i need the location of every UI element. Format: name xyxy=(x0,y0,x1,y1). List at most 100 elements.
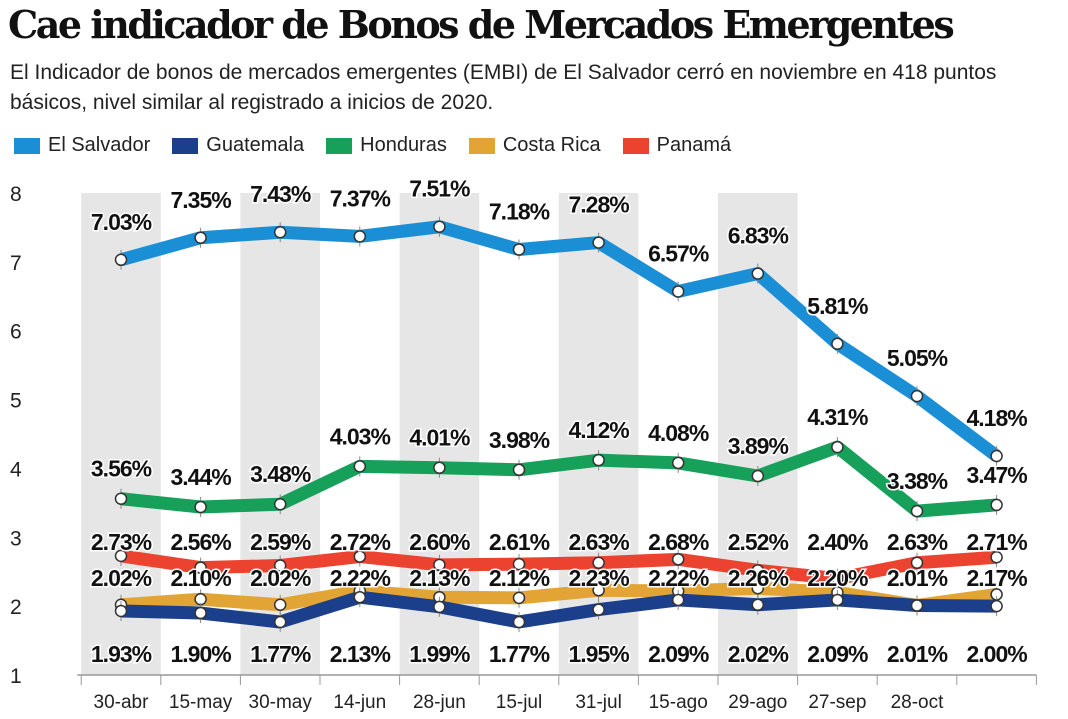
data-point xyxy=(671,553,685,566)
data-point xyxy=(353,550,367,563)
legend-label: Panamá xyxy=(656,134,732,156)
data-label: 1.77% xyxy=(489,641,550,667)
legend-item: Costa Rica xyxy=(468,134,601,157)
data-label: 2.02% xyxy=(250,565,311,591)
series-line-guatemala xyxy=(120,590,997,629)
data-point xyxy=(512,615,526,629)
data-label: 3.44% xyxy=(170,464,231,490)
data-point xyxy=(671,456,685,470)
data-label: 2.60% xyxy=(409,529,470,555)
data-label: 2.17% xyxy=(966,565,1027,591)
data-point xyxy=(990,599,1003,613)
x-tick-label: 28-oct xyxy=(891,692,945,713)
data-label: 3.56% xyxy=(91,456,152,482)
y-tick-label: 3 xyxy=(10,527,22,550)
data-label: 2.09% xyxy=(648,641,709,667)
data-label: 2.26% xyxy=(728,565,789,591)
data-label: 7.03% xyxy=(91,209,152,235)
data-point xyxy=(990,498,1003,512)
data-label: 2.22% xyxy=(330,565,391,591)
data-point xyxy=(353,460,367,473)
data-label: 4.31% xyxy=(807,404,868,430)
x-tick-label: 15-jul xyxy=(496,692,542,713)
data-label: 2.10% xyxy=(170,565,231,591)
data-label: 6.83% xyxy=(728,223,789,249)
data-point xyxy=(273,615,287,629)
data-label: 2.22% xyxy=(648,565,709,591)
legend-label: El Salvador xyxy=(48,134,151,156)
data-label: 4.08% xyxy=(648,420,709,446)
data-point xyxy=(114,549,128,563)
data-point xyxy=(114,604,128,618)
data-point xyxy=(273,598,287,612)
data-label: 2.56% xyxy=(170,529,231,555)
data-point xyxy=(194,500,207,514)
data-label: 3.38% xyxy=(887,468,948,494)
data-point xyxy=(831,593,844,607)
data-label: 2.02% xyxy=(91,565,152,591)
data-point xyxy=(273,225,287,239)
data-point xyxy=(433,461,446,474)
data-point xyxy=(831,572,844,585)
data-point xyxy=(910,556,924,570)
data-label: 2.20% xyxy=(807,565,868,591)
data-label: 1.99% xyxy=(409,641,470,667)
data-label: 7.35% xyxy=(170,187,231,213)
data-label: 2.72% xyxy=(330,529,391,555)
data-point xyxy=(194,606,207,620)
data-point xyxy=(990,551,1003,564)
x-tick-label: 28-jun xyxy=(413,692,466,713)
legend-swatch xyxy=(326,137,353,154)
series-line-honduras xyxy=(120,440,998,518)
data-point xyxy=(273,497,287,511)
data-label: 2.09% xyxy=(807,641,868,667)
data-point xyxy=(910,389,924,403)
data-label: 1.93% xyxy=(91,641,152,667)
data-point xyxy=(433,600,446,614)
legend-label: Costa Rica xyxy=(502,134,601,156)
data-point xyxy=(592,236,605,249)
legend-item: El Salvador xyxy=(14,134,150,157)
data-point xyxy=(194,561,207,574)
data-label: 1.77% xyxy=(250,641,311,667)
legend-item: Panamá xyxy=(622,134,732,157)
data-label: 4.03% xyxy=(330,423,391,449)
data-label: 5.81% xyxy=(807,293,868,319)
legend-label: Guatemala xyxy=(206,134,305,156)
legend-swatch xyxy=(14,137,40,154)
data-label: 3.48% xyxy=(250,461,311,487)
data-point xyxy=(512,557,526,571)
data-label: 2.59% xyxy=(250,529,311,555)
data-label: 2.01% xyxy=(887,641,948,667)
data-label: 7.51% xyxy=(409,176,470,202)
data-point xyxy=(592,584,605,597)
data-point xyxy=(751,469,765,483)
data-label: 3.89% xyxy=(728,433,789,459)
data-point xyxy=(433,558,446,572)
chart-subtitle: El Indicador de bonos de mercados emerge… xyxy=(10,61,997,114)
data-label: 7.18% xyxy=(489,198,550,224)
data-label: 3.47% xyxy=(966,462,1027,488)
data-point xyxy=(512,591,526,605)
data-label: 2.23% xyxy=(568,565,629,591)
data-label: 2.73% xyxy=(91,529,152,555)
data-label: 2.13% xyxy=(409,565,470,591)
data-label: 2.63% xyxy=(887,529,948,555)
data-label: 2.71% xyxy=(966,529,1027,555)
data-point xyxy=(990,449,1003,463)
data-label: 5.05% xyxy=(887,345,948,371)
data-point xyxy=(512,243,526,256)
data-point xyxy=(114,253,128,267)
x-tick-label: 30-may xyxy=(249,692,313,713)
data-point xyxy=(751,581,765,595)
y-tick-label: 1 xyxy=(10,665,22,688)
data-label: 2.40% xyxy=(807,529,868,555)
data-point xyxy=(592,453,605,467)
x-tick-label: 14-jun xyxy=(333,692,386,713)
legend-item: Honduras xyxy=(326,134,447,157)
data-label: 7.37% xyxy=(330,185,391,211)
data-label: 7.28% xyxy=(568,192,629,218)
column-band xyxy=(81,193,161,675)
data-label: 2.01% xyxy=(887,565,948,591)
legend-label: Honduras xyxy=(360,134,447,156)
